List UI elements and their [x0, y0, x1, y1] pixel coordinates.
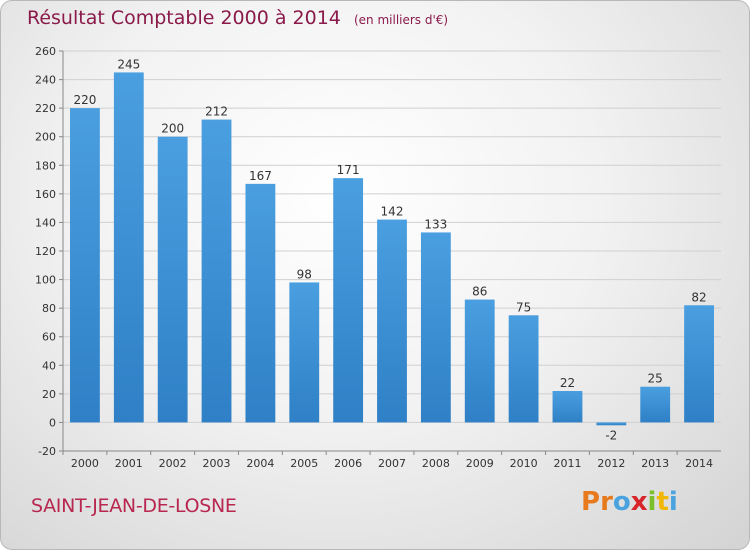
x-tick-label: 2009 — [466, 457, 494, 470]
y-tick-label: 220 — [35, 102, 56, 115]
y-tick-label: 100 — [35, 274, 56, 287]
chart-unit-note: (en milliers d'€) — [353, 13, 449, 27]
x-tick-label: 2013 — [641, 457, 669, 470]
y-tick-label: 160 — [35, 188, 56, 201]
logo-letter: i — [647, 487, 657, 517]
y-tick-label: 60 — [42, 331, 56, 344]
y-tick-label: 260 — [35, 45, 56, 58]
data-label: 212 — [205, 105, 228, 119]
x-tick-label: 2010 — [510, 457, 538, 470]
x-tick-label: 2001 — [115, 457, 143, 470]
x-tick-label: 2008 — [422, 457, 450, 470]
y-tick-label: 120 — [35, 245, 56, 258]
x-tick-label: 2012 — [597, 457, 625, 470]
logo-letter: t — [656, 487, 669, 517]
bar — [245, 183, 276, 423]
y-tick-label: 80 — [42, 302, 56, 315]
y-tick-label: 180 — [35, 159, 56, 172]
data-label: 82 — [691, 290, 706, 304]
data-label: 245 — [117, 57, 140, 71]
y-tick-label: 140 — [35, 216, 56, 229]
x-tick-label: 2014 — [685, 457, 713, 470]
bar — [464, 299, 495, 423]
data-label: 98 — [297, 267, 312, 281]
data-label: 133 — [424, 217, 447, 231]
x-tick-label: 2007 — [378, 457, 406, 470]
logo-letter: o — [612, 487, 631, 517]
x-tick-label: 2003 — [203, 457, 231, 470]
bar — [640, 386, 671, 423]
bar — [684, 305, 714, 423]
logo-letter: x — [630, 487, 648, 517]
chart-title-text: Résultat Comptable 2000 à 2014 — [27, 7, 341, 29]
x-tick-label: 2002 — [159, 457, 187, 470]
logo-letter: P — [581, 487, 601, 517]
bar — [377, 219, 407, 423]
bar — [289, 282, 320, 423]
data-label: 86 — [472, 285, 487, 299]
y-tick-label: 240 — [35, 74, 56, 87]
y-tick-label: 40 — [42, 359, 56, 372]
data-label: -2 — [605, 428, 617, 442]
proxiti-logo: Proxiti — [581, 487, 678, 517]
data-label: 22 — [560, 376, 575, 390]
y-tick-label: 0 — [49, 416, 56, 429]
data-label: 171 — [337, 163, 360, 177]
bar — [113, 72, 144, 423]
data-label: 25 — [648, 372, 663, 386]
x-tick-label: 2004 — [246, 457, 274, 470]
y-tick-label: 20 — [42, 388, 56, 401]
data-label: 75 — [516, 300, 531, 314]
data-label: 142 — [381, 205, 404, 219]
x-tick-label: 2005 — [290, 457, 318, 470]
bar — [596, 422, 627, 426]
bar — [552, 391, 583, 423]
commune-name: SAINT-JEAN-DE-LOSNE — [31, 495, 237, 517]
logo-letter: i — [668, 487, 678, 517]
logo-letter: r — [600, 487, 613, 517]
data-label: 200 — [161, 122, 184, 136]
x-tick-label: 2000 — [71, 457, 99, 470]
data-label: 220 — [73, 93, 96, 107]
y-tick-label: 200 — [35, 131, 56, 144]
bar — [201, 119, 232, 423]
chart-title: Résultat Comptable 2000 à 2014 (en milli… — [27, 7, 448, 29]
bar — [508, 315, 539, 423]
data-label: 167 — [249, 169, 272, 183]
bar — [70, 108, 100, 423]
bar — [157, 136, 188, 423]
y-tick-label: -20 — [38, 445, 56, 458]
x-tick-label: 2006 — [334, 457, 362, 470]
x-tick-label: 2011 — [553, 457, 581, 470]
bar — [420, 232, 451, 423]
bar — [333, 178, 364, 423]
